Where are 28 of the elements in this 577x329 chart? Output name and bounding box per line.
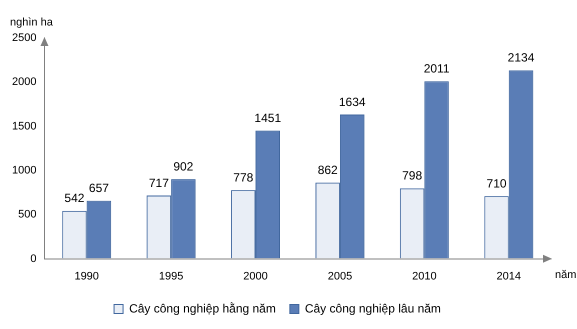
legend-label: Cây công nghiệp lâu năm xyxy=(304,301,441,316)
data-label: 1451 xyxy=(254,110,282,125)
data-label: 717 xyxy=(148,176,170,190)
x-tick-label: 2005 xyxy=(328,270,352,282)
y-tick-label: 0 xyxy=(30,252,36,265)
x-tick-label: 2014 xyxy=(496,270,522,282)
data-label: 798 xyxy=(402,168,422,183)
x-tick-label: 1995 xyxy=(158,270,184,282)
data-label: 542 xyxy=(64,191,85,206)
y-tick-label: 1000 xyxy=(12,164,36,177)
x-axis-title: năm xyxy=(555,268,576,281)
data-label: 902 xyxy=(173,159,194,174)
y-tick-label: 2500 xyxy=(12,32,36,44)
data-label: 710 xyxy=(486,176,507,190)
data-label: 2134 xyxy=(508,50,535,65)
legend-label: Cây công nghiệp hằng năm xyxy=(129,301,276,316)
y-tick-label: 2000 xyxy=(12,76,36,88)
x-tick-label: 2000 xyxy=(243,270,268,282)
y-axis-title: nghìn ha xyxy=(10,16,54,29)
data-label: 862 xyxy=(318,162,338,177)
data-label: 2011 xyxy=(424,62,450,76)
x-tick-label: 1990 xyxy=(74,270,99,282)
data-label: 657 xyxy=(88,181,110,196)
data-label: 1634 xyxy=(338,94,366,109)
x-tick-label: 2010 xyxy=(412,270,437,282)
data-label: 778 xyxy=(233,170,254,184)
y-tick-label: 500 xyxy=(18,208,36,221)
y-tick-label: 1500 xyxy=(12,120,36,132)
